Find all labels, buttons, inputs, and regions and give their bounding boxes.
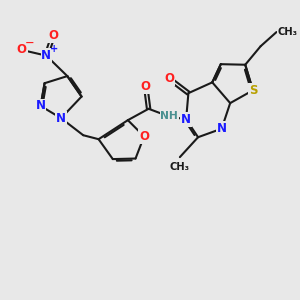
Text: O: O [48, 29, 58, 42]
Text: N: N [36, 99, 46, 112]
Text: S: S [249, 84, 257, 97]
Text: O: O [139, 130, 149, 143]
Text: NH: NH [160, 112, 178, 122]
Text: N: N [41, 49, 51, 62]
Text: N: N [181, 113, 191, 126]
Text: CH₃: CH₃ [278, 27, 298, 37]
Text: N: N [56, 112, 66, 125]
Text: O: O [17, 44, 27, 56]
Text: +: + [50, 44, 58, 53]
Text: CH₃: CH₃ [170, 162, 190, 172]
Text: O: O [141, 80, 151, 93]
Text: N: N [217, 122, 227, 135]
Text: O: O [165, 72, 175, 86]
Text: −: − [25, 38, 34, 48]
